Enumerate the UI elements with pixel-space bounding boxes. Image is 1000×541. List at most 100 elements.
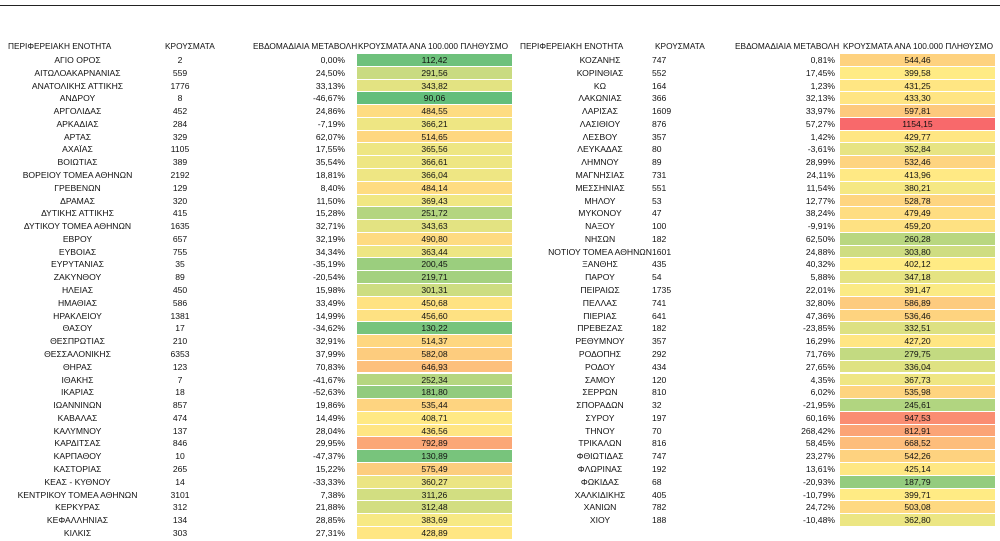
weekly-change: 40,32% [805,259,835,270]
region-name: ΗΜΑΘΙΑΣ [57,297,98,308]
cases: 450 [172,285,188,296]
weekly-change: 22,01% [805,285,835,296]
cases: 292 [652,348,667,359]
cases-per-100k: 332,51 [840,322,995,336]
cases: 1105 [170,144,190,155]
cases-per-100k: 450,68 [357,296,512,310]
cases: 284 [172,118,188,129]
region-name: ΧΑΛΚΙΔΙΚΗΣ [574,489,626,500]
region-name: ΚΙΛΚΙΣ [63,527,92,538]
weekly-change: 33,13% [315,80,345,91]
region-name: ΚΩ [593,80,607,91]
cases-per-100k: 391,47 [840,284,995,297]
region-name: ΙΚΑΡΙΑΣ [60,387,94,398]
cases: 70 [652,425,662,436]
region-name: ΠΙΕΡΙΑΣ [583,310,617,321]
cases-per-100k: 408,71 [357,411,512,425]
weekly-change: 27,31% [315,527,345,538]
region-name: ΜΑΓΝΗΣΙΑΣ [575,170,625,181]
region-name: ΗΡΑΚΛΕΙΟΥ [53,310,102,321]
region-name: ΑΡΚΑΔΙΑΣ [56,118,99,129]
weekly-change: 34,34% [315,246,345,257]
cases: 68 [652,476,662,487]
region-name: ΘΗΡΑΣ [62,361,93,372]
region-name: ΑΙΤΩΛΟΑΚΑΡΝΑΝΙΑΣ [34,67,121,78]
region-name: ΘΑΣΟΥ [62,323,93,334]
weekly-change: 8,40% [320,182,345,193]
cases: 6353 [170,348,190,359]
cases: 100 [652,221,667,232]
weekly-change: 27,65% [805,361,835,372]
cases: 559 [172,67,188,78]
cases: 312 [172,502,188,513]
cases-per-100k: 365,56 [357,143,512,157]
weekly-change: 70,83% [315,361,345,372]
region-name: ΘΕΣΠΡΩΤΙΑΣ [50,336,105,347]
cases-per-100k: 360,27 [357,475,512,489]
region-name: ΔΥΤΙΚΟΥ ΤΟΜΕΑ ΑΘΗΝΩΝ [23,221,132,232]
cases-per-100k: 399,58 [840,66,995,80]
cases-per-100k: 362,80 [840,514,995,527]
cases-per-100k: 279,75 [840,347,995,361]
region-name: ΕΥΒΟΙΑΣ [58,246,97,257]
cases-per-100k: 260,28 [840,232,995,246]
cases: 265 [172,463,188,474]
weekly-change: -34,62% [312,323,345,334]
cases-per-100k: 597,81 [840,105,995,118]
cases: 197 [652,412,667,423]
cases-per-100k: 479,49 [840,207,995,221]
region-name: ΜΥΚΟΝΟΥ [578,208,622,219]
cases: 329 [172,131,188,142]
cases: 303 [172,527,188,538]
cases-per-100k: 200,45 [357,258,512,272]
cases: 182 [652,233,667,244]
weekly-change: 32,19% [315,233,345,244]
cases-per-100k: 130,22 [357,322,512,336]
weekly-change: 7,38% [320,489,345,500]
weekly-change: -10,79% [802,489,835,500]
region-name: ΚΟΖΑΝΗΣ [579,55,621,65]
region-name: ΣΑΜΟΥ [584,374,616,385]
weekly-change: 18,81% [315,170,345,181]
region-name: ΚΕΡΚΥΡΑΣ [55,502,100,513]
weekly-change: 15,28% [315,208,345,219]
cases: 810 [652,387,667,398]
cases-per-100k: 347,18 [840,271,995,285]
cases: 7 [177,374,183,385]
cases-per-100k: 535,44 [357,399,512,412]
region-name: ΞΑΝΘΗΣ [582,259,618,270]
cases: 657 [172,233,188,244]
cases: 357 [652,336,667,347]
cases-per-100k: 366,61 [357,156,512,169]
cases-per-100k: 413,96 [840,169,995,182]
cases: 182 [652,323,667,334]
cases-per-100k: 363,44 [357,245,512,259]
cases-per-100k: 181,80 [357,386,512,400]
cases: 1635 [170,221,190,232]
cases: 816 [652,438,667,449]
region-name: ΕΥΡΥΤΑΝΙΑΣ [51,259,104,270]
cases: 389 [172,157,188,168]
weekly-change: 15,98% [315,285,345,296]
top-rule [0,5,1000,6]
cases-per-100k: 528,78 [840,194,995,208]
cases-per-100k: 301,31 [357,284,512,297]
region-name: ΔΡΑΜΑΣ [60,195,95,206]
weekly-change: 24,88% [805,246,835,257]
cases: 188 [652,515,667,526]
region-name: ΚΕΝΤΡΙΚΟΥ ΤΟΜΕΑ ΑΘΗΝΩΝ [17,489,138,500]
cases: 17 [175,323,185,334]
region-name: ΧΙΟΥ [589,515,611,526]
cases: 134 [172,515,188,526]
cases: 846 [172,438,188,449]
region-name: ΤΡΙΚΑΛΩΝ [578,438,622,449]
region-name: ΑΧΑΪΑΣ [62,144,93,155]
weekly-change: 12,77% [805,195,835,206]
weekly-change: -9,91% [807,221,835,232]
weekly-change: 29,95% [315,438,345,449]
cases: 452 [172,106,188,117]
weekly-change: 19,86% [315,400,345,411]
cases: 782 [652,502,667,513]
cases-per-100k: 366,21 [357,117,512,131]
